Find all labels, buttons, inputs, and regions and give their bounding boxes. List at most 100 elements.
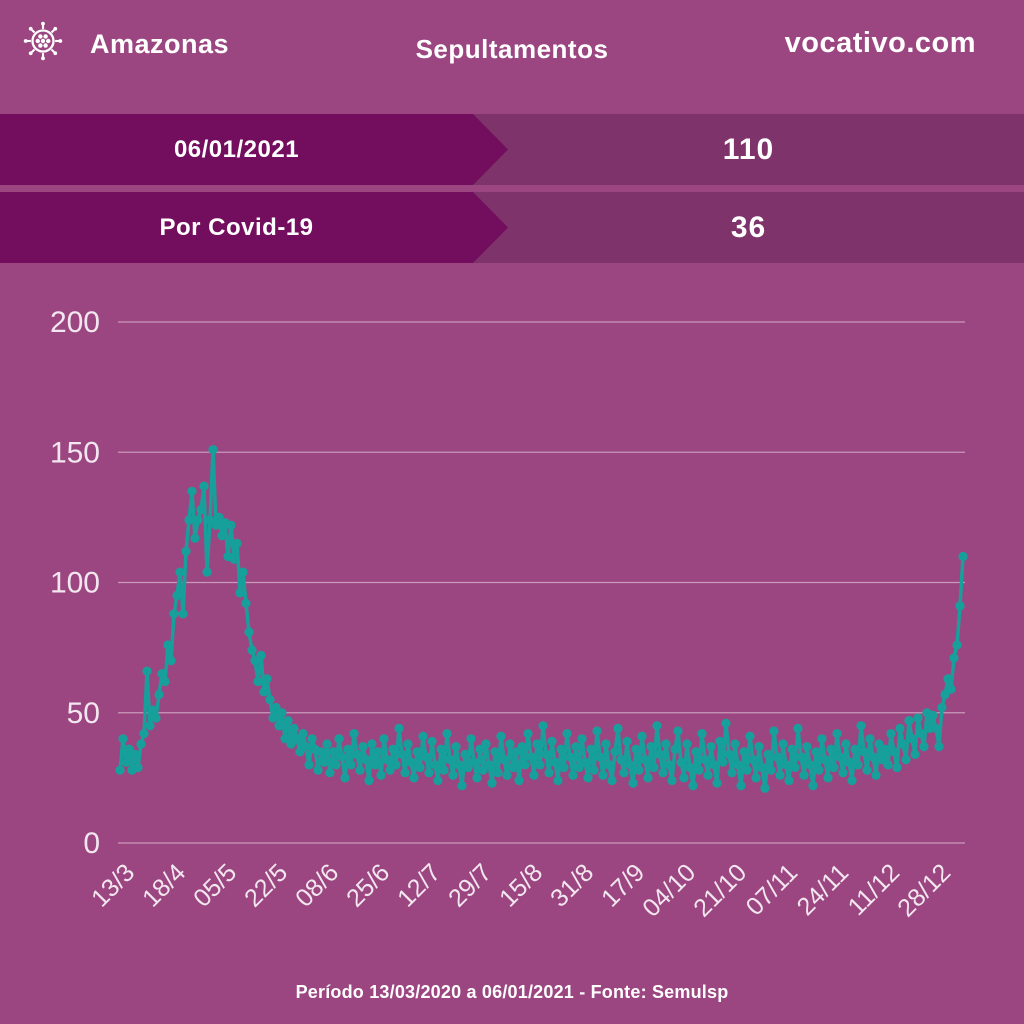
data-point [400, 768, 410, 778]
data-point [805, 760, 815, 770]
data-point [178, 609, 188, 619]
data-point [415, 762, 425, 773]
data-point [328, 747, 338, 757]
data-point [523, 729, 533, 739]
data-point [781, 760, 791, 770]
data-point [289, 723, 299, 734]
data-point [601, 739, 611, 749]
data-point [520, 760, 530, 770]
data-point [229, 554, 239, 564]
data-point [610, 747, 620, 757]
data-point [955, 601, 965, 611]
site-label: vocativo.com [784, 27, 976, 59]
data-point [163, 640, 173, 650]
data-point [652, 721, 662, 731]
data-point [685, 762, 695, 773]
data-point [850, 744, 860, 754]
data-point [538, 721, 548, 731]
data-point [388, 744, 398, 754]
data-point [124, 744, 134, 754]
data-point [595, 752, 605, 762]
data-point [877, 755, 887, 765]
data-point [862, 765, 872, 775]
data-point [436, 744, 446, 754]
data-point [505, 739, 515, 749]
data-point [346, 760, 356, 770]
data-point [643, 773, 653, 783]
data-point [931, 723, 941, 734]
data-point [304, 760, 314, 770]
data-point [853, 760, 863, 770]
banner-arrow [0, 192, 508, 263]
data-point [700, 755, 710, 765]
data-point [664, 760, 674, 770]
data-point [424, 768, 434, 778]
data-point [946, 684, 956, 694]
data-point [250, 656, 260, 666]
data-point [868, 752, 878, 762]
data-point [841, 739, 851, 749]
data-point [817, 734, 827, 744]
data-point [460, 749, 470, 760]
data-point [451, 742, 461, 752]
data-point [418, 731, 428, 741]
data-point [628, 778, 638, 788]
data-point [880, 744, 890, 754]
x-tick-label: 21/10 [688, 858, 752, 922]
data-point [487, 778, 497, 788]
data-point [679, 773, 689, 783]
data-point [844, 757, 854, 767]
data-point [613, 723, 623, 734]
data-point [136, 739, 146, 749]
data-point [175, 567, 185, 577]
data-point [382, 755, 392, 765]
data-point [952, 640, 962, 650]
data-point [508, 762, 518, 773]
data-point [727, 768, 737, 778]
x-tick-label: 29/7 [443, 858, 497, 912]
data-point [298, 729, 308, 739]
data-point [331, 760, 341, 770]
data-point [334, 734, 344, 744]
y-tick-label: 200 [50, 306, 100, 339]
data-point [778, 739, 788, 749]
data-point [457, 781, 467, 791]
data-point [214, 512, 224, 523]
data-point [325, 768, 335, 778]
data-point [907, 734, 917, 744]
data-point [160, 676, 170, 687]
data-point [412, 747, 422, 757]
data-point [535, 760, 545, 770]
data-point [541, 749, 551, 760]
data-point [589, 765, 599, 775]
data-point [421, 752, 431, 762]
data-point [673, 726, 683, 736]
data-point [232, 538, 242, 549]
data-point [751, 773, 761, 783]
data-point [571, 742, 581, 752]
data-point [394, 723, 404, 734]
data-point [796, 752, 806, 762]
data-point [484, 760, 494, 770]
x-tick-label: 15/8 [494, 858, 548, 912]
data-point [568, 770, 578, 780]
data-point [898, 739, 908, 749]
data-point [631, 744, 641, 754]
data-point [367, 739, 377, 749]
data-point [943, 674, 953, 684]
data-point [403, 739, 413, 749]
data-point [376, 770, 386, 780]
data-point [913, 713, 923, 723]
data-point [661, 739, 671, 749]
data-point [478, 765, 488, 775]
data-point [940, 689, 950, 700]
data-point [637, 731, 647, 741]
x-tick-label: 13/3 [86, 858, 140, 912]
data-point [151, 713, 161, 723]
data-point [715, 736, 725, 747]
data-point [454, 760, 464, 770]
data-point [145, 721, 155, 731]
data-point [919, 742, 929, 752]
data-point [343, 744, 353, 754]
data-point [736, 781, 746, 791]
